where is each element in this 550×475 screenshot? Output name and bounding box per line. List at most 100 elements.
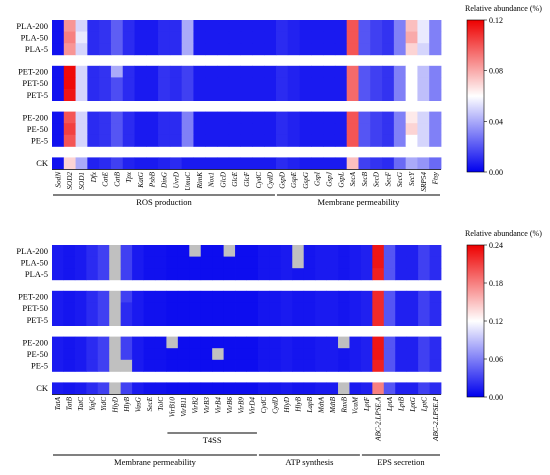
heatmap-cell [228, 65, 242, 78]
heatmap-cell [193, 43, 206, 56]
heatmap-cell [338, 302, 350, 315]
heatmap-cell [166, 382, 179, 395]
column-label: ABC-2.LPSE.P [432, 396, 440, 442]
heatmap-cell [323, 157, 336, 170]
heatmap-cell [193, 65, 206, 78]
heatmap-cell [99, 77, 112, 90]
heatmap-cell [110, 89, 124, 101]
heatmap-cell [264, 65, 277, 78]
heatmap-cell [349, 302, 362, 315]
heatmap-cell [358, 65, 371, 78]
column-group-label: Membrane permeability [318, 197, 401, 207]
heatmap-cell [346, 65, 359, 78]
heatmap-cell [383, 245, 396, 257]
heatmap-cell [146, 31, 159, 44]
heatmap-cell [338, 359, 350, 372]
column-label: GspE [290, 171, 298, 188]
heatmap-cell [257, 348, 270, 361]
heatmap-cell [97, 348, 110, 361]
heatmap-cell [189, 336, 202, 349]
heatmap-cell [109, 302, 122, 315]
column-label: VirB9 [237, 397, 245, 414]
heatmap-cell [275, 123, 289, 136]
heatmap-cell [405, 123, 418, 136]
colorbar-tick-label: 0.12 [489, 16, 503, 25]
heatmap-cell [349, 348, 362, 361]
heatmap-cell [200, 359, 213, 372]
heatmap-cell [120, 268, 133, 281]
heatmap-cell [406, 256, 419, 269]
column-label: RaxB [340, 396, 348, 413]
heatmap-cell [292, 256, 305, 269]
heatmap-cell [134, 65, 147, 78]
heatmap-cell [212, 348, 225, 361]
heatmap-cell [370, 89, 383, 101]
heatmap-cell [395, 268, 408, 281]
heatmap-cell [87, 65, 100, 78]
heatmap-cell [63, 359, 76, 372]
heatmap-cell [358, 157, 371, 170]
heatmap-cell [417, 157, 430, 170]
heatmap-cell [372, 382, 385, 395]
heatmap-cell [360, 382, 373, 395]
heatmap-cell [429, 302, 442, 315]
heatmap-cell [269, 245, 282, 257]
heatmap-cell [338, 245, 350, 257]
heatmap-cell [406, 336, 419, 349]
heatmap-cell [382, 89, 395, 101]
heatmap-cell [246, 268, 259, 281]
heatmap-cell [205, 89, 218, 101]
heatmap-cell [134, 134, 147, 147]
heatmap-cell [177, 314, 190, 326]
heatmap-cell [75, 20, 88, 32]
heatmap-cell [382, 43, 395, 56]
heatmap-cell [326, 256, 339, 269]
heatmap-cell [74, 382, 87, 395]
heatmap-cell [132, 382, 144, 395]
heatmap-cell [405, 20, 418, 32]
heatmap-cell [52, 77, 65, 90]
heatmap-cell [110, 157, 124, 170]
heatmap-cell [417, 43, 430, 56]
heatmap-cell [303, 290, 316, 303]
heatmap-cell [323, 134, 336, 147]
heatmap-cell [86, 256, 99, 269]
heatmap-cell [52, 43, 65, 56]
heatmap-cell [349, 256, 362, 269]
heatmap-cell [303, 314, 316, 326]
heatmap-cell [429, 43, 442, 56]
heatmap-cell [382, 134, 395, 147]
heatmap-cell [429, 111, 442, 124]
heatmap-cell [323, 20, 336, 32]
heatmap-cell [134, 20, 147, 32]
heatmap-cell [360, 290, 373, 303]
heatmap-cell [246, 302, 259, 315]
column-group-label: Membrane permeability [114, 457, 197, 467]
column-label: Tpx [125, 171, 133, 183]
column-label: ABC-2.LPSE.A [375, 396, 383, 442]
heatmap-cell [110, 123, 124, 136]
heatmap-cell [205, 20, 218, 32]
heatmap-cell [217, 89, 230, 101]
heatmap-cell [166, 256, 179, 269]
heatmap-cell [240, 111, 253, 124]
heatmap-cell [395, 336, 408, 349]
heatmap-cell [228, 134, 242, 147]
heatmap-cell [52, 157, 65, 170]
column-label: LptG [409, 396, 417, 413]
heatmap-cell [358, 134, 371, 147]
heatmap-cell [146, 157, 159, 170]
colorbar-tick-label: 0.00 [489, 168, 503, 177]
heatmap-cell [212, 290, 225, 303]
heatmap-cell [240, 65, 253, 78]
heatmap-cell [158, 89, 171, 101]
heatmap-cell [417, 20, 430, 32]
heatmap-cell [181, 20, 194, 32]
heatmap-cell [177, 290, 190, 303]
heatmap-cell [315, 302, 327, 315]
heatmap-cell [87, 43, 100, 56]
heatmap-cell [311, 157, 324, 170]
row-label: PET-50 [22, 303, 48, 313]
heatmap-cell [358, 43, 371, 56]
heatmap-cell [280, 359, 293, 372]
